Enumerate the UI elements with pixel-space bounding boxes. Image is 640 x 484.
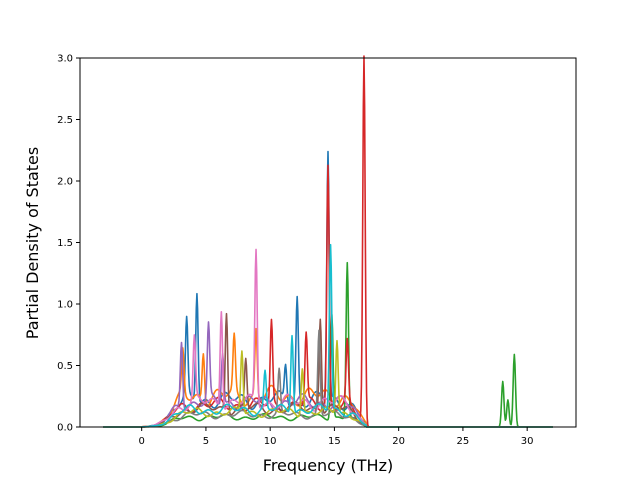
y-tick-label: 1.0 xyxy=(57,300,73,311)
y-axis-label: Partial Density of States xyxy=(23,147,42,339)
y-tick-label: 2.0 xyxy=(57,177,73,188)
x-tick-label: 10 xyxy=(264,436,277,447)
x-tick-label: 0 xyxy=(138,436,144,447)
x-tick-label: 25 xyxy=(457,436,470,447)
y-tick-label: 1.5 xyxy=(57,238,73,249)
x-tick-label: 5 xyxy=(203,436,209,447)
y-tick-label: 2.5 xyxy=(57,115,73,126)
y-tick-label: 0.5 xyxy=(57,361,73,372)
y-tick-label: 3.0 xyxy=(57,54,73,65)
x-tick-label: 15 xyxy=(328,436,341,447)
y-tick-label: 0.0 xyxy=(57,423,73,434)
x-tick-label: 20 xyxy=(392,436,405,447)
y-axis: 0.0 0.5 1.0 1.5 2.0 2.5 3.0 xyxy=(57,54,80,434)
x-axis-label: Frequency (THz) xyxy=(263,456,393,475)
x-tick-label: 30 xyxy=(521,436,534,447)
x-axis: 0 5 10 15 20 25 30 xyxy=(138,427,534,447)
